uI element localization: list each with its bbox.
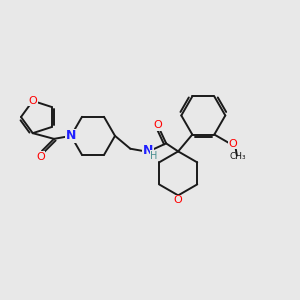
Text: O: O [229,139,237,148]
Text: O: O [174,195,182,206]
Text: N: N [66,129,76,142]
Text: H: H [150,151,158,161]
Text: CH₃: CH₃ [230,152,246,161]
Text: O: O [36,152,45,162]
Text: N: N [143,144,153,157]
Text: O: O [28,96,37,106]
Text: O: O [154,120,162,130]
